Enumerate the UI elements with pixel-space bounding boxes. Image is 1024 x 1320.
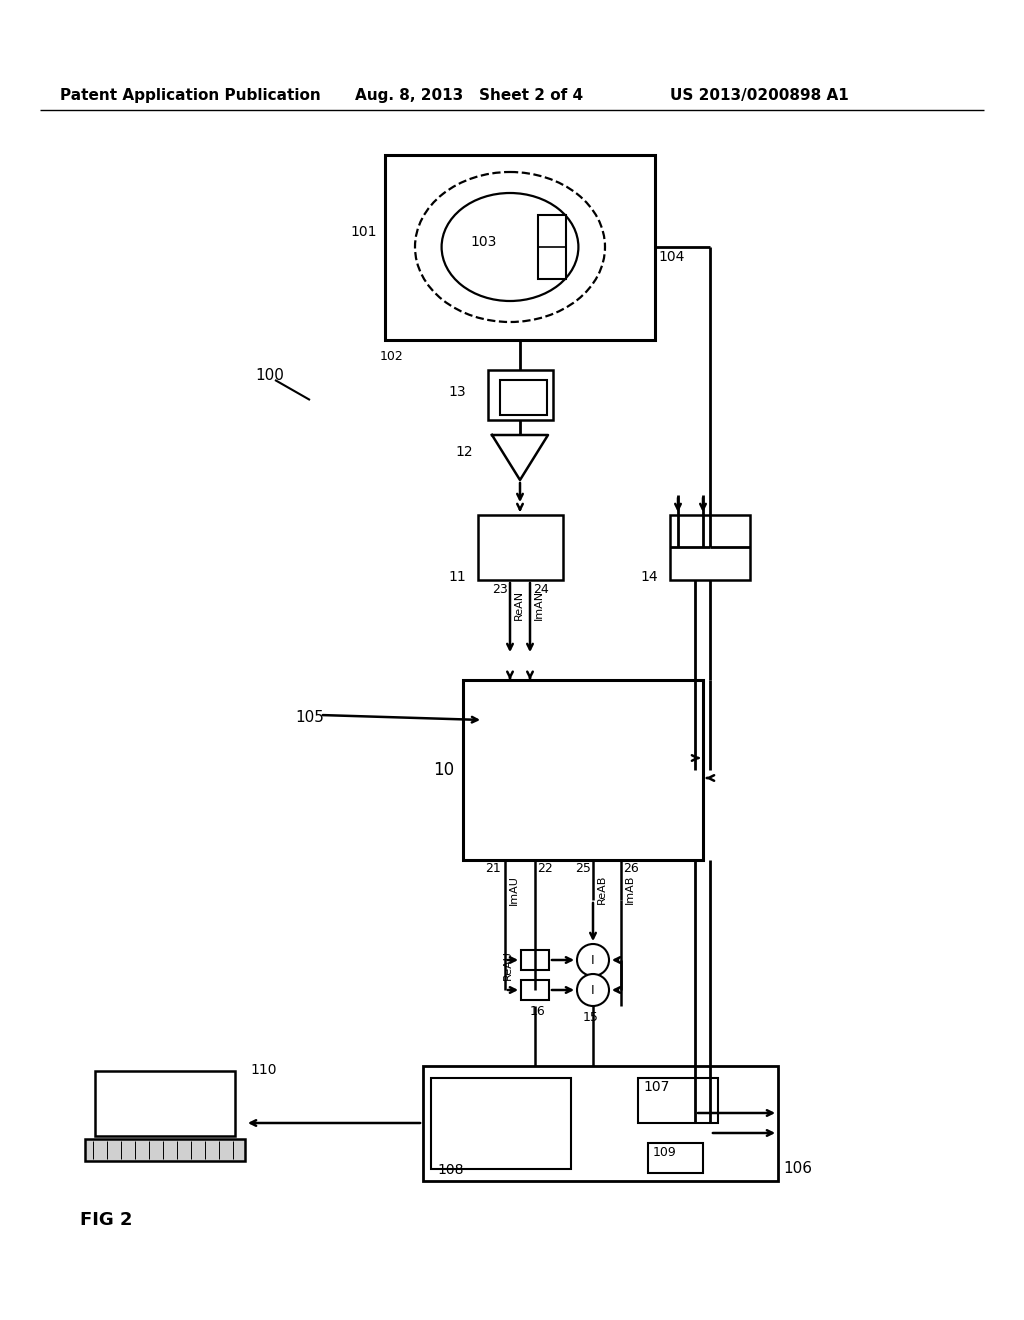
Bar bbox=[500, 380, 547, 414]
Text: ImAN: ImAN bbox=[534, 590, 544, 620]
Text: I: I bbox=[591, 953, 595, 966]
Text: 21: 21 bbox=[485, 862, 501, 875]
Bar bbox=[431, 1078, 571, 1170]
Text: 108: 108 bbox=[437, 1163, 464, 1177]
Text: ReAN: ReAN bbox=[514, 590, 524, 620]
Text: I: I bbox=[591, 983, 595, 997]
Text: Patent Application Publication: Patent Application Publication bbox=[60, 88, 321, 103]
Text: 110: 110 bbox=[250, 1063, 276, 1077]
Text: Aug. 8, 2013   Sheet 2 of 4: Aug. 8, 2013 Sheet 2 of 4 bbox=[355, 88, 583, 103]
Bar bbox=[538, 215, 566, 279]
Text: 23: 23 bbox=[492, 583, 508, 597]
Bar bbox=[638, 1078, 718, 1123]
Text: 22: 22 bbox=[537, 862, 553, 875]
Circle shape bbox=[577, 944, 609, 975]
Text: 25: 25 bbox=[575, 862, 591, 875]
Text: 26: 26 bbox=[623, 862, 639, 875]
Text: 11: 11 bbox=[449, 570, 466, 583]
Text: 109: 109 bbox=[653, 1146, 677, 1159]
Text: 13: 13 bbox=[449, 385, 466, 399]
Bar bbox=[478, 515, 563, 579]
Text: 15: 15 bbox=[583, 1011, 599, 1024]
Bar bbox=[385, 154, 655, 341]
Text: 103: 103 bbox=[470, 235, 497, 249]
Text: 102: 102 bbox=[380, 350, 403, 363]
Bar bbox=[85, 1139, 245, 1162]
Text: 101: 101 bbox=[350, 224, 377, 239]
Bar bbox=[423, 1067, 778, 1181]
Text: ImAU: ImAU bbox=[509, 875, 519, 906]
Text: 12: 12 bbox=[455, 445, 473, 459]
Polygon shape bbox=[492, 436, 548, 480]
Bar bbox=[463, 680, 703, 861]
Text: 107: 107 bbox=[643, 1080, 670, 1094]
Text: ReAB: ReAB bbox=[597, 875, 607, 904]
Circle shape bbox=[577, 974, 609, 1006]
Bar bbox=[670, 515, 750, 579]
Bar bbox=[648, 1143, 703, 1173]
Text: US 2013/0200898 A1: US 2013/0200898 A1 bbox=[670, 88, 849, 103]
Text: 106: 106 bbox=[783, 1162, 812, 1176]
Text: 14: 14 bbox=[640, 570, 657, 583]
Text: 16: 16 bbox=[530, 1005, 546, 1018]
Text: 105: 105 bbox=[295, 710, 324, 725]
Text: 104: 104 bbox=[658, 249, 684, 264]
Bar bbox=[521, 950, 549, 970]
Ellipse shape bbox=[441, 193, 579, 301]
Bar bbox=[488, 370, 553, 420]
Text: FIG 2: FIG 2 bbox=[80, 1210, 132, 1229]
Text: 10: 10 bbox=[433, 762, 454, 779]
Text: ReAU: ReAU bbox=[503, 950, 513, 979]
Text: 100: 100 bbox=[255, 368, 284, 383]
Bar bbox=[95, 1071, 234, 1137]
Bar bbox=[521, 979, 549, 1001]
Text: ImAB: ImAB bbox=[625, 875, 635, 904]
Ellipse shape bbox=[415, 172, 605, 322]
Text: 24: 24 bbox=[534, 583, 549, 597]
